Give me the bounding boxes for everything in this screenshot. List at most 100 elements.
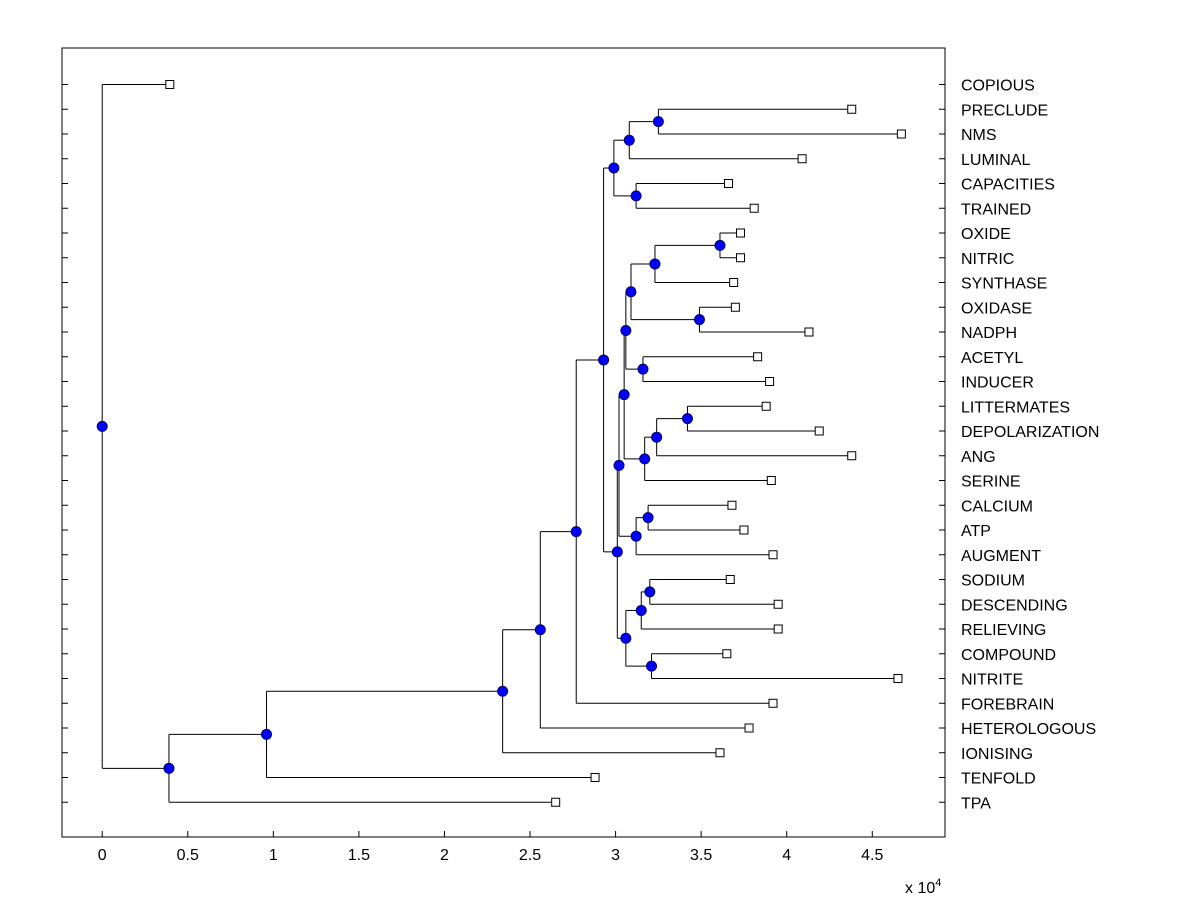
dendrogram-nodes: [96, 116, 726, 774]
leaf-marker: [768, 698, 778, 708]
x-tick-label: 4: [782, 847, 791, 864]
leaf-marker: [729, 278, 739, 287]
node-marker: [630, 530, 642, 542]
leaf-label: SYNTHASE: [961, 276, 1047, 293]
node-marker: [649, 258, 661, 270]
dendrogram-leaves: [165, 80, 906, 807]
x-tick-label: 1: [269, 847, 278, 864]
node-marker: [652, 116, 664, 128]
leaf-marker: [814, 426, 824, 436]
leaf-label: TPA: [961, 795, 991, 812]
leaf-marker: [847, 104, 857, 114]
leaf-label: FOREBRAIN: [961, 696, 1054, 713]
leaf-label: HETEROLOGOUS: [961, 721, 1096, 738]
leaf-label: ATP: [961, 523, 991, 540]
x-tick-label: 3.5: [690, 847, 712, 864]
node-marker: [613, 459, 625, 471]
node-marker: [570, 526, 582, 538]
y-axis-left: [62, 84, 945, 803]
x-multiplier-base: x 10: [905, 880, 935, 897]
leaf-marker: [847, 451, 857, 461]
node-marker: [620, 324, 632, 336]
leaf-marker: [730, 302, 740, 312]
leaf-label: OXIDASE: [961, 300, 1032, 317]
x-tick-label: 1.5: [348, 847, 370, 864]
leaf-label: OXIDE: [961, 226, 1011, 243]
node-marker: [608, 162, 620, 174]
node-marker: [714, 239, 726, 251]
leaf-marker: [715, 748, 725, 758]
node-marker: [497, 685, 509, 697]
plot-area: [61, 47, 946, 838]
leaf-marker: [768, 550, 778, 560]
node-marker: [635, 604, 647, 616]
x-axis: 0 0.5 1 1.5 2 2.5 3 3.5 4 4.5: [98, 831, 883, 864]
node-marker: [693, 314, 705, 326]
x-tick-label: 4.5: [861, 847, 883, 864]
leaf-label: DEPOLARIZATION: [961, 424, 1099, 441]
leaf-marker: [797, 154, 807, 164]
node-marker: [96, 420, 108, 432]
leaf-label: NMS: [961, 127, 997, 144]
leaf-label: RELIEVING: [961, 622, 1046, 639]
node-marker: [646, 660, 658, 672]
leaf-labels: COPIOUS PRECLUDE NMS LUMINAL CAPACITIES TRAIN…: [961, 78, 1099, 813]
node-marker: [618, 389, 630, 401]
leaf-label: AUGMENT: [961, 548, 1041, 565]
leaf-marker: [725, 575, 735, 584]
leaf-marker: [761, 401, 771, 411]
node-marker: [644, 586, 656, 598]
x-tick-label: 3: [611, 847, 620, 864]
leaf-marker: [765, 377, 775, 386]
leaf-marker: [727, 500, 737, 510]
node-marker: [260, 728, 272, 740]
leaf-marker: [749, 203, 759, 213]
leaf-label: TENFOLD: [961, 771, 1036, 788]
leaf-marker: [744, 723, 754, 733]
leaf-marker: [773, 599, 783, 609]
node-marker: [651, 431, 663, 443]
leaf-label: INDUCER: [961, 375, 1034, 392]
leaf-marker: [753, 352, 763, 362]
leaf-marker: [722, 649, 732, 659]
node-marker: [639, 453, 651, 465]
leaf-marker: [736, 253, 746, 263]
node-marker: [681, 413, 693, 425]
node-marker: [611, 546, 623, 558]
leaf-label: TRAINED: [961, 201, 1031, 218]
node-marker: [163, 762, 175, 774]
node-marker: [620, 632, 632, 644]
x-tick-label: 2: [440, 847, 449, 864]
node-marker: [642, 512, 654, 524]
leaf-label: COMPOUND: [961, 647, 1056, 664]
leaf-marker: [590, 773, 600, 782]
leaf-label: NITRITE: [961, 672, 1023, 689]
x-multiplier-label: x 104: [905, 877, 941, 897]
x-multiplier-exponent: 4: [935, 877, 941, 889]
x-tick-label: 0: [98, 847, 107, 864]
leaf-label: CAPACITIES: [961, 177, 1055, 194]
leaf-marker: [551, 797, 561, 807]
leaf-label: SODIUM: [961, 573, 1025, 590]
leaf-marker: [896, 129, 906, 139]
leaf-label: DESCENDING: [961, 597, 1068, 614]
leaf-marker: [893, 674, 903, 683]
leaf-label: LITTERMATES: [961, 399, 1070, 416]
node-marker: [623, 134, 635, 146]
x-tick-label: 2.5: [519, 847, 541, 864]
leaf-marker: [804, 327, 814, 337]
leaf-label: ANG: [961, 449, 996, 466]
leaf-label: CALCIUM: [961, 498, 1033, 515]
node-marker: [598, 354, 610, 366]
leaf-label: NITRIC: [961, 251, 1014, 268]
leaf-label: SERINE: [961, 474, 1021, 491]
leaf-label: LUMINAL: [961, 152, 1030, 169]
node-marker: [625, 286, 637, 298]
leaf-marker: [165, 80, 175, 89]
leaf-marker: [766, 476, 776, 485]
leaf-marker: [736, 228, 746, 238]
leaf-label: COPIOUS: [961, 78, 1035, 95]
node-marker: [534, 624, 546, 636]
leaf-marker: [773, 624, 783, 634]
